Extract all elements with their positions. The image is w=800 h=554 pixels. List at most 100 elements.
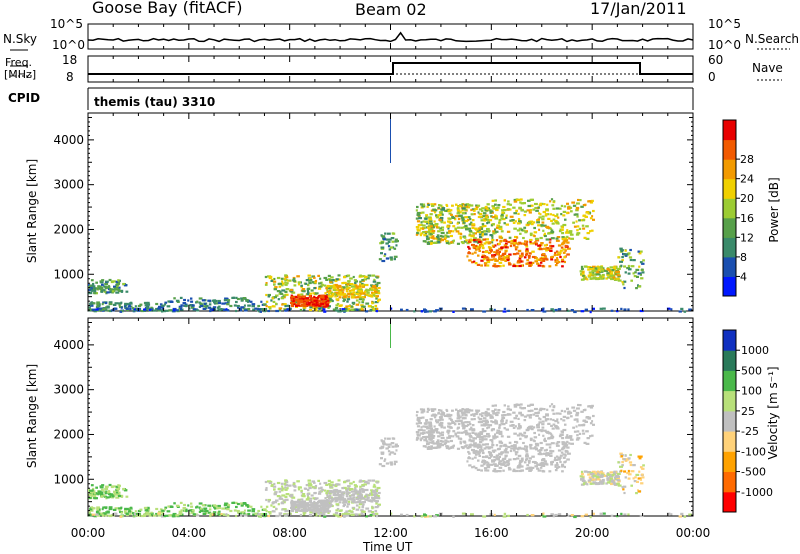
- power-cell: [468, 203, 471, 206]
- velocity-cell: [260, 513, 264, 516]
- power-cell: [500, 246, 504, 249]
- power-cell: [354, 296, 358, 299]
- power-cell: [457, 211, 460, 214]
- power-cell: [368, 294, 371, 297]
- velocity-cell: [237, 511, 240, 514]
- velocity-cell: [456, 412, 460, 415]
- velocity-cell: [438, 416, 442, 419]
- velocity-cell: [124, 509, 128, 512]
- power-cell: [251, 305, 255, 308]
- power-cell: [592, 276, 597, 279]
- power-cell: [638, 265, 641, 268]
- velocity-cell: [447, 432, 450, 435]
- power-cell: [494, 217, 499, 220]
- velocity-cell: [493, 449, 497, 452]
- velocity-cell: [493, 513, 496, 516]
- velocity-cell: [515, 447, 519, 450]
- power-cell: [470, 221, 473, 224]
- power-cell: [437, 241, 441, 244]
- velocity-cell: [636, 480, 639, 483]
- velocity-cell: [429, 430, 433, 433]
- velocity-cell: [185, 510, 188, 513]
- velocity-cell: [596, 470, 600, 473]
- velocity-cell: [430, 408, 434, 411]
- power-cell: [503, 209, 507, 212]
- velocity-cell: [125, 495, 129, 498]
- velocity-cell: [584, 482, 588, 485]
- velocity-cell: [329, 484, 333, 487]
- power-cell: [514, 235, 518, 239]
- power-cell: [308, 279, 312, 282]
- velocity-cell: [291, 496, 296, 499]
- power-cell: [292, 299, 295, 302]
- power-cell: [325, 278, 329, 281]
- velocity-cell: [330, 481, 334, 484]
- power-cell: [424, 230, 428, 234]
- power-cell: [168, 309, 172, 312]
- velocity-cell: [555, 412, 560, 415]
- power-cell: [99, 281, 104, 284]
- velocity-cell: [620, 455, 623, 458]
- power-cell: [149, 308, 153, 311]
- velocity-cell: [512, 411, 516, 414]
- velocity-cell: [343, 498, 347, 501]
- velocity-cell: [283, 501, 286, 504]
- velocity-cell: [291, 509, 294, 513]
- power-cell: [388, 248, 392, 251]
- velocity-cell: [265, 510, 268, 513]
- power-cell: [140, 309, 144, 313]
- power-cell: [95, 305, 99, 308]
- velocity-cell: [257, 513, 261, 516]
- power-cell: [318, 307, 321, 310]
- velocity-cell: [537, 411, 540, 414]
- power-cell: [500, 215, 504, 218]
- power-cell: [465, 239, 468, 242]
- velocity-cell: [111, 495, 115, 498]
- velocity-cell: [297, 499, 300, 502]
- velocity-cell: [475, 449, 478, 453]
- power-cell: [608, 274, 612, 277]
- velocity-cell: [487, 426, 491, 429]
- velocity-cell: [322, 510, 327, 513]
- velocity-cell: [284, 488, 288, 491]
- power-cell: [430, 203, 434, 206]
- velocity-cell: [305, 504, 310, 507]
- power-cell: [426, 310, 429, 313]
- power-cell: [520, 208, 524, 211]
- power-cell: [314, 298, 318, 301]
- velocity-cell: [342, 501, 347, 504]
- power-cell: [276, 290, 281, 293]
- velocity-cell: [573, 418, 576, 421]
- power-cell: [342, 309, 347, 312]
- power-cell: [282, 282, 285, 285]
- power-cell: [371, 302, 374, 305]
- power-cell: [252, 308, 256, 311]
- velocity-cell: [298, 505, 302, 508]
- velocity-cell: [352, 496, 356, 499]
- power-cell: [591, 215, 594, 218]
- velocity-cell: [555, 444, 560, 447]
- velocity-cell: [616, 472, 621, 475]
- velocity-cell: [580, 477, 583, 480]
- velocity-cell: [473, 444, 476, 447]
- power-cell: [387, 240, 391, 243]
- velocity-cell: [318, 512, 321, 515]
- velocity-cell: [429, 437, 433, 440]
- velocity-cell: [501, 423, 506, 426]
- power-cell: [428, 219, 433, 223]
- power-cell: [160, 306, 165, 309]
- velocity-cell: [432, 429, 436, 432]
- velocity-cell: [486, 432, 490, 436]
- velocity-cell: [621, 461, 624, 464]
- velocity-cell: [582, 432, 586, 435]
- velocity-cell: [543, 437, 546, 440]
- power-cell: [341, 282, 345, 285]
- velocity-cell: [88, 496, 92, 500]
- velocity-cell: [321, 501, 324, 504]
- velocity-cell: [337, 483, 341, 486]
- power-cell: [350, 308, 354, 311]
- velocity-cell: [461, 422, 464, 425]
- velocity-cell: [180, 509, 183, 512]
- velocity-cell: [478, 417, 483, 421]
- power-cell: [364, 275, 368, 278]
